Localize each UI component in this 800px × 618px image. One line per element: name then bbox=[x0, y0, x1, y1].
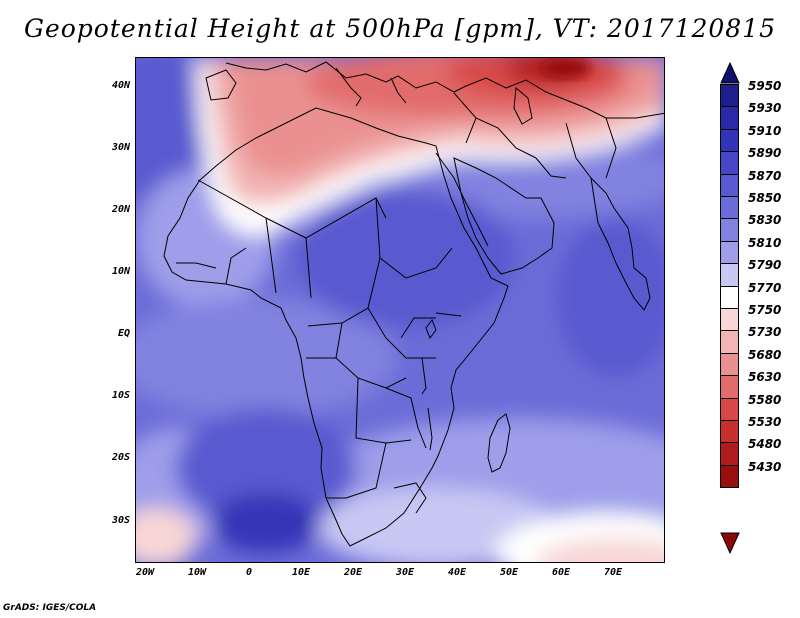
colorbar-top-arrow bbox=[720, 62, 740, 84]
lon-label-50e: 50E bbox=[499, 567, 519, 578]
colorbar-label: 5770 bbox=[748, 280, 782, 295]
colorbar-label: 5480 bbox=[748, 437, 782, 452]
colorbar-cell bbox=[720, 173, 739, 197]
colorbar-cell bbox=[720, 151, 739, 175]
lon-label-30e: 30E bbox=[395, 567, 415, 578]
colorbar-cell bbox=[720, 420, 739, 444]
colorbar-cell bbox=[720, 106, 739, 130]
colorbar-cell bbox=[720, 397, 739, 421]
colorbar-label: 5730 bbox=[748, 325, 782, 340]
lon-label-10e: 10E bbox=[291, 567, 311, 578]
credit-text: GrADS: IGES/COLA bbox=[3, 603, 97, 613]
colorbar-label: 5930 bbox=[748, 101, 782, 116]
colorbar-cell bbox=[720, 84, 739, 108]
colorbar-label: 5910 bbox=[748, 123, 782, 138]
colorbar-cell bbox=[720, 196, 739, 220]
lon-label-70e: 70E bbox=[603, 567, 623, 578]
colorbar-cell bbox=[720, 128, 739, 153]
lat-label-20n: 20N bbox=[111, 204, 130, 215]
colorbar-cell bbox=[720, 240, 739, 265]
map-panel bbox=[135, 57, 665, 563]
lon-label-0: 0 bbox=[245, 567, 253, 578]
lon-label-40e: 40E bbox=[447, 567, 467, 578]
lat-label-10s: 10S bbox=[111, 390, 130, 401]
colorbar-cell bbox=[720, 464, 739, 489]
lat-label-eq: EQ bbox=[117, 328, 130, 339]
colorbar-label: 5890 bbox=[748, 146, 782, 161]
map-title: Geopotential Height at 500hPa [gpm], VT:… bbox=[23, 14, 777, 43]
colorbar-label: 5850 bbox=[748, 191, 782, 205]
lat-label-30n: 30N bbox=[111, 142, 130, 153]
lat-label-10n: 10N bbox=[111, 266, 130, 277]
colorbar-label: 5810 bbox=[748, 235, 782, 250]
coastline-overlay bbox=[163, 61, 664, 547]
colorbar-label: 5870 bbox=[748, 168, 782, 183]
lon-label-10w: 10W bbox=[187, 567, 207, 578]
colorbar-label: 5430 bbox=[748, 459, 782, 474]
colorbar-cell bbox=[720, 263, 739, 287]
lat-label-20s: 20S bbox=[111, 452, 130, 463]
colorbar-label: 5530 bbox=[748, 415, 782, 429]
colorbar-cell bbox=[720, 285, 739, 309]
colorbar-cell bbox=[720, 218, 739, 242]
colorbar-cell bbox=[720, 442, 739, 466]
colorbar-label: 5680 bbox=[748, 347, 782, 362]
height-field bbox=[136, 58, 664, 562]
colorbar-label: 5750 bbox=[748, 303, 782, 317]
colorbar-label: 5790 bbox=[748, 258, 782, 273]
colorbar-label: 5630 bbox=[748, 370, 782, 385]
colorbar-label: 5580 bbox=[748, 392, 782, 407]
colorbar-cell bbox=[720, 375, 739, 399]
lon-label-20e: 20E bbox=[343, 567, 363, 578]
colorbar-label: 5830 bbox=[748, 213, 782, 228]
lat-label-30s: 30S bbox=[111, 515, 130, 526]
colorbar-cell bbox=[720, 352, 739, 377]
lon-label-20w: 20W bbox=[135, 567, 155, 578]
colorbar-cell bbox=[720, 330, 739, 354]
colorbar-label: 5950 bbox=[748, 79, 782, 93]
colorbar-bottom-arrow bbox=[720, 532, 740, 554]
colorbar-cell bbox=[720, 308, 739, 332]
lat-label-40n: 40N bbox=[111, 80, 130, 91]
lon-label-60e: 60E bbox=[551, 567, 571, 578]
